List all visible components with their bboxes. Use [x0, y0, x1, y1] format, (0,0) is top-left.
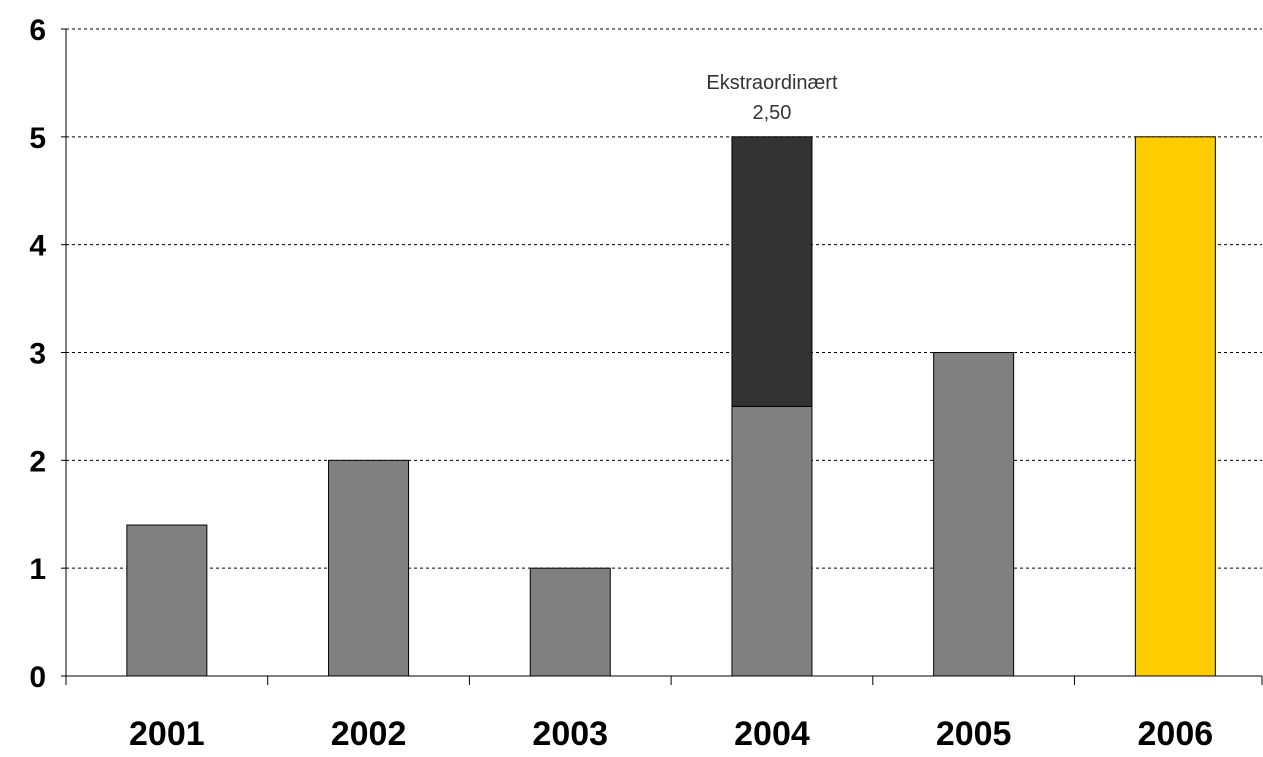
y-tick-label: 6	[29, 14, 46, 47]
bars	[126, 136, 1216, 677]
y-tick-label: 3	[29, 338, 46, 371]
annotation-value: 2,50	[752, 102, 791, 124]
y-tick-label: 0	[29, 661, 46, 694]
bar-2001	[126, 524, 208, 677]
x-tick-label: 2005	[936, 715, 1012, 752]
x-tick-label: 2006	[1138, 715, 1214, 752]
y-tick-label: 2	[29, 445, 46, 478]
y-tick-label: 4	[29, 230, 46, 263]
annotation-label: Ekstraordinært	[706, 72, 838, 94]
bar-2006	[1134, 136, 1216, 677]
bar-2005	[933, 352, 1015, 677]
annotations: Ekstraordinært 2,50	[706, 72, 838, 124]
y-tick-labels: 0 1 2 3 4 5 6	[29, 14, 46, 694]
axes	[61, 28, 1263, 685]
y-tick-label: 5	[29, 122, 46, 155]
y-tick-label: 1	[29, 553, 46, 586]
x-tick-label: 2001	[129, 715, 205, 752]
bar-2004	[731, 136, 813, 407]
x-tick-label: 2003	[532, 715, 608, 752]
bar-2003	[529, 567, 611, 677]
x-tick-labels: 2001 2002 2003 2004 2005 2006	[129, 715, 1214, 753]
gridlines	[66, 28, 1262, 569]
bar-2002	[328, 459, 410, 677]
x-tick-label: 2002	[331, 715, 407, 752]
x-tick-label: 2004	[734, 715, 810, 752]
bar-2004	[731, 405, 813, 677]
